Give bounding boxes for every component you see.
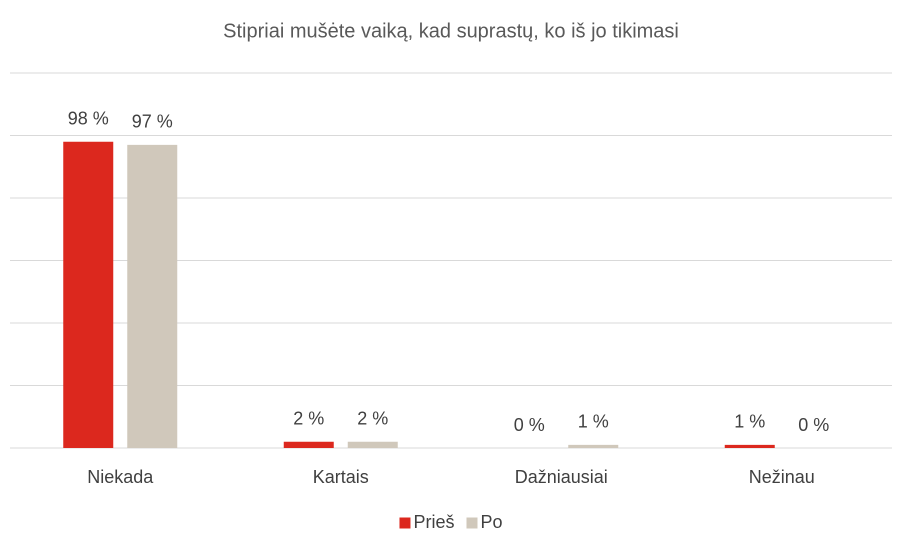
x-tick-label: Nežinau	[749, 467, 815, 487]
value-label: 2 %	[357, 409, 388, 429]
value-label: 1 %	[734, 412, 765, 432]
bar	[63, 141, 114, 448]
bar	[568, 444, 619, 448]
chart-title: Stipriai mušėte vaiką, kad suprastų, ko …	[223, 20, 679, 42]
value-label: 0 %	[798, 415, 829, 435]
bar	[283, 441, 334, 448]
bar	[347, 441, 398, 448]
legend-swatch	[466, 517, 478, 529]
value-label: 0 %	[514, 415, 545, 435]
value-label: 97 %	[132, 112, 173, 132]
legend-label: Po	[480, 512, 502, 532]
bar	[724, 444, 775, 448]
legend-swatch	[399, 517, 411, 529]
x-tick-label: Kartais	[313, 467, 369, 487]
value-label: 1 %	[578, 412, 609, 432]
legend-item: Po	[466, 512, 503, 532]
x-tick-label: Niekada	[87, 467, 154, 487]
bar	[127, 144, 178, 448]
value-label: 98 %	[68, 109, 109, 129]
x-tick-label: Dažniausiai	[515, 467, 608, 487]
legend-label: Prieš	[413, 512, 454, 532]
value-label: 2 %	[293, 409, 324, 429]
legend-item: Prieš	[399, 512, 454, 532]
